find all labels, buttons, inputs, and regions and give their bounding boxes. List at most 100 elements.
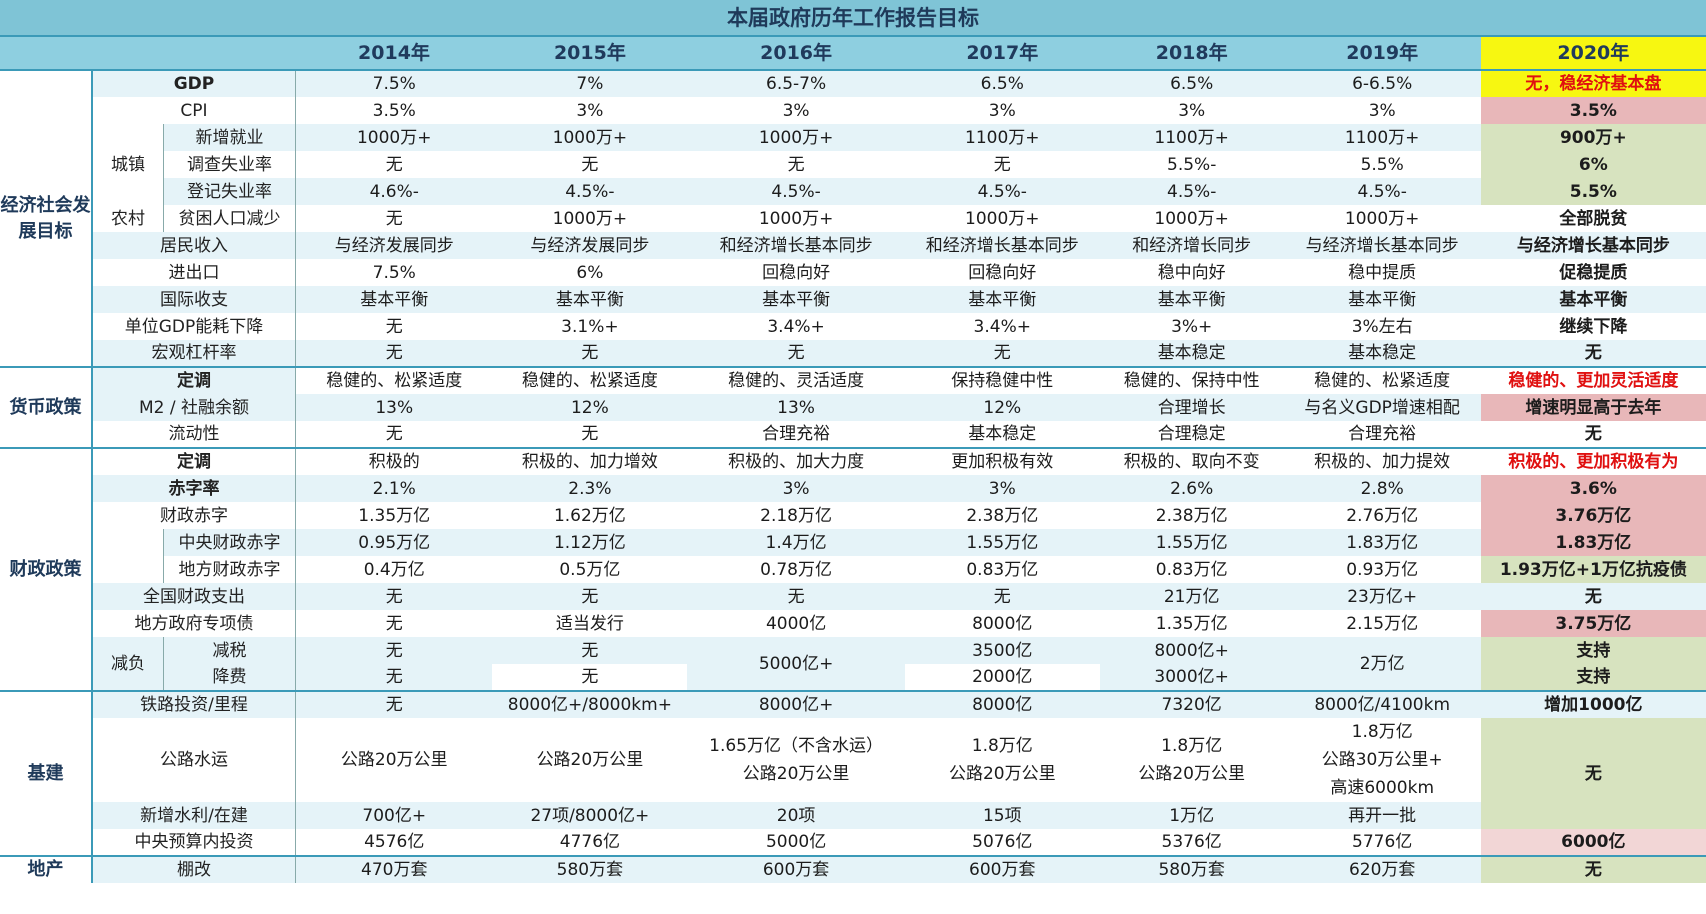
cell: 和经济增长同步: [1132, 235, 1252, 256]
cell: 更加积极有效: [951, 452, 1054, 472]
cell-2020: 无: [1480, 856, 1706, 883]
table-row: CPI 3.5% 3% 3% 3% 3% 3% 3.5%: [0, 97, 1706, 124]
policy-targets-table: 本届政府历年工作报告目标 2014年 2015年 2016年 2017年 201…: [0, 0, 1706, 883]
cell: 无: [385, 343, 403, 363]
cell: 12%: [570, 397, 609, 418]
cell: 无: [993, 343, 1011, 363]
cell: 6%: [576, 262, 604, 283]
cell: 无: [385, 424, 403, 444]
cell: 4.5%-: [1167, 181, 1217, 202]
year-header: 2015年: [492, 36, 688, 70]
table-title: 本届政府历年工作报告目标: [0, 0, 1706, 37]
cell: 无: [385, 208, 403, 229]
cell: 公路20万公里: [492, 718, 687, 802]
cell-line: 公路20万公里: [948, 764, 1056, 784]
table-row: 城镇 新增就业 1000万+ 1000万+ 1000万+ 1100万+ 1100…: [0, 124, 1706, 205]
category-econ: 经济社会发展目标: [0, 70, 93, 367]
cell-2020: 5.5%: [1480, 178, 1706, 205]
cell: 基本稳定: [1157, 343, 1226, 363]
cell: 2万亿: [1359, 653, 1405, 674]
cell: 稳健的、松紧适度: [295, 367, 493, 394]
table-row: 基建 铁路投资/里程 无 8000亿+/8000km+ 8000亿+ 8000亿…: [0, 691, 1706, 856]
year-header: 2018年: [1099, 36, 1284, 70]
cell-2020: 积极的、更加积极有为: [1508, 452, 1679, 472]
table-row: 流动性 无 无 合理充裕 基本稳定 合理稳定 合理充裕 无: [0, 421, 1706, 448]
cell: 合理稳定: [1157, 424, 1226, 444]
cell: 3.4%+: [767, 316, 825, 337]
cell: 20项: [776, 805, 816, 826]
cell: 与名义GDP增速相配: [1304, 397, 1460, 418]
row-label: 进出口: [92, 259, 296, 286]
cell: 4000亿: [765, 613, 827, 634]
cell: 4.5%-: [1357, 181, 1407, 202]
cell: 7.5%: [372, 74, 416, 94]
row-label: 新增就业: [163, 124, 296, 151]
row-label: 铁路投资/里程: [92, 691, 296, 718]
cell-2020: 无，稳经济基本盘: [1480, 70, 1706, 97]
cell: 580万套: [1158, 860, 1225, 880]
cell: 2.1%: [372, 478, 416, 499]
cell: 1000万+: [552, 208, 628, 229]
row-label: 流动性: [92, 421, 296, 448]
cell-2020: 基本平衡: [1559, 289, 1628, 310]
cell: 1.8万亿 公路20万公里: [905, 718, 1100, 802]
table-row: 地方政府专项债 无 适当发行 4000亿 8000亿 1.35万亿 2.15万亿…: [0, 610, 1706, 637]
cell: 6.5%: [1170, 74, 1214, 94]
cell-2020: 支持: [1480, 637, 1706, 664]
cell: 基本平衡: [762, 289, 831, 310]
indent-spacer: [92, 529, 164, 583]
cell-2020: 1.93万亿+1万亿抗疫债: [1480, 556, 1706, 583]
cell: 合理充裕: [1348, 424, 1417, 444]
cell: 5.5%: [1360, 154, 1404, 175]
cell: 4.6%-: [369, 181, 419, 202]
cell: 5000亿: [765, 832, 827, 852]
cell: 3%: [988, 100, 1016, 121]
year-header: 2017年: [904, 36, 1100, 70]
cell: 5000亿+: [758, 653, 834, 674]
cell: 合理充裕: [762, 424, 831, 444]
cell: 1.55万亿: [1155, 532, 1228, 553]
cell: 适当发行: [555, 613, 624, 634]
cell-2020: 继续下降: [1559, 316, 1628, 337]
cell: 2.38万亿: [1155, 505, 1228, 526]
row-label: 居民收入: [92, 232, 296, 259]
cell-line: 公路20万公里: [340, 750, 448, 770]
table-row: 赤字率 2.1% 2.3% 3% 3% 2.6% 2.8% 3.6%: [0, 475, 1706, 502]
cell: 无: [385, 154, 403, 175]
cell: 2.15万亿: [1346, 613, 1419, 634]
cell-2020: 3.76万亿: [1480, 502, 1706, 529]
table-row: 居民收入 与经济发展同步 与经济发展同步 和经济增长基本同步 和经济增长基本同步…: [0, 232, 1706, 259]
cell-line: 1.8万亿: [1351, 722, 1413, 742]
cell: 21万亿: [1163, 586, 1220, 607]
table-row: 财政政策 定调 积极的 积极的、加力增效 积极的、加大力度 更加积极有效 积极的…: [0, 448, 1706, 691]
cell-2020: 6000亿: [1480, 829, 1706, 856]
cell-line: 1.8万亿: [1161, 736, 1223, 756]
cell: 3000亿+: [1154, 667, 1229, 687]
cell: 1.35万亿: [358, 505, 431, 526]
table-row: 财政赤字 1.35万亿 1.62万亿 2.18万亿 2.38万亿 2.38万亿 …: [0, 502, 1706, 529]
cell: 1000万+: [758, 208, 834, 229]
cell: 8000亿: [972, 613, 1033, 634]
cell-line: 1.65万亿（不含水运）: [709, 736, 883, 756]
cell-2020: 3.75万亿: [1480, 610, 1706, 637]
cell: 4.5%-: [771, 181, 821, 202]
cell: 1.62万亿: [553, 505, 626, 526]
cell: 7.5%: [372, 262, 416, 283]
category-fiscal: 财政政策: [0, 448, 93, 691]
cell: 1000万+: [965, 208, 1040, 229]
table-row: 中央预算内投资 4576亿 4776亿 5000亿 5076亿 5376亿 57…: [0, 829, 1706, 856]
table-row: 单位GDP能耗下降 无 3.1%+ 3.4%+ 3.4%+ 3%+ 3%左右 继…: [0, 313, 1706, 340]
cell: 1100万+: [965, 127, 1040, 148]
cell: 0.78万亿: [760, 559, 832, 580]
cell-2020: 增加1000亿: [1544, 695, 1643, 715]
cell: 公路20万公里: [295, 718, 492, 802]
cell: 4776亿: [559, 832, 621, 852]
cell: 8000亿+: [1154, 640, 1229, 661]
cell: 7320亿: [1161, 695, 1222, 715]
cell: 回稳向好: [762, 262, 831, 283]
cell: 1.65万亿（不含水运） 公路20万公里: [687, 718, 905, 802]
row-label: 地方财政赤字: [163, 556, 296, 583]
header-blank: [0, 36, 296, 70]
row-label: 全国财政支出: [92, 583, 296, 610]
row-label: 公路水运: [92, 718, 296, 802]
